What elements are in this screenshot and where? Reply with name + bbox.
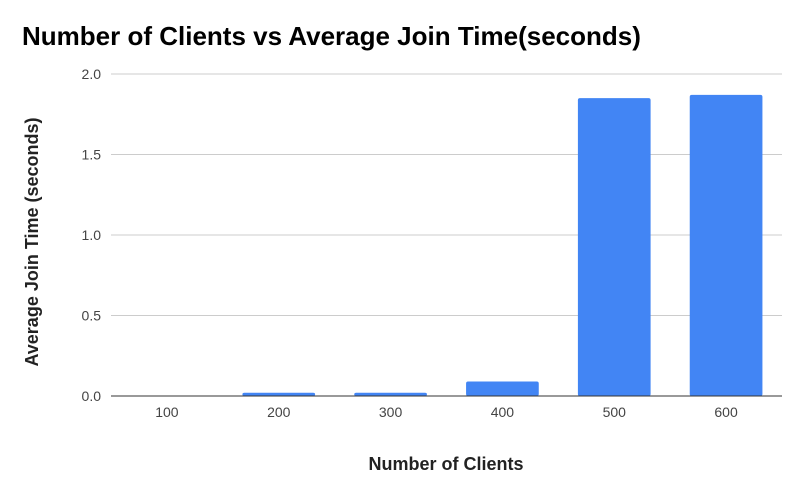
x-tick-label: 400	[491, 404, 515, 420]
y-axis-tick-labels: 0.0 0.5 1.0 1.5 2.0	[82, 66, 102, 404]
x-tick-label: 600	[714, 404, 738, 420]
bar-200	[242, 392, 316, 396]
x-tick-label: 100	[155, 404, 179, 420]
y-tick-label: 1.5	[82, 147, 102, 163]
bar-500	[577, 98, 651, 397]
bar-300	[354, 392, 427, 396]
gridlines	[111, 73, 782, 316]
y-tick-label: 0.0	[82, 388, 102, 404]
x-tick-label: 500	[603, 404, 627, 420]
bar-600	[689, 94, 763, 397]
bar-400	[466, 381, 539, 396]
bars	[242, 94, 763, 397]
chart-title: Number of Clients vs Average Join Time(s…	[22, 21, 641, 51]
y-tick-label: 2.0	[82, 66, 102, 82]
y-tick-label: 0.5	[82, 308, 102, 324]
x-axis-tick-labels: 100 200 300 400 500 600	[155, 404, 738, 420]
x-tick-label: 200	[267, 404, 291, 420]
y-axis-title: Average Join Time (seconds)	[22, 117, 42, 366]
x-tick-label: 300	[379, 404, 403, 420]
x-axis-title: Number of Clients	[368, 454, 523, 474]
y-tick-label: 1.0	[82, 227, 102, 243]
